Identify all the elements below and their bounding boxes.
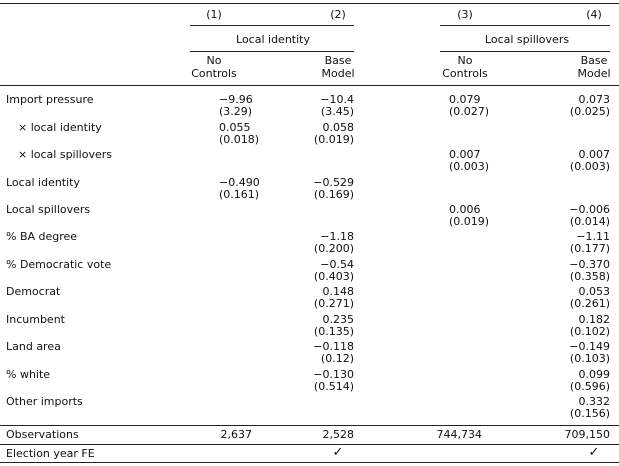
standard-error: (0.12) — [320, 352, 354, 365]
coefficient: −0.529 — [313, 176, 354, 189]
standard-error: (0.596) — [569, 380, 610, 393]
observations-label: Observations — [6, 428, 79, 441]
row-label: Import pressure — [6, 93, 94, 106]
observations-value: 2,528 — [322, 428, 355, 441]
fe-label: Election year FE — [6, 447, 95, 460]
coefficient: 0.079 — [449, 93, 481, 106]
column-number: (1) — [206, 8, 222, 21]
standard-error: (0.019) — [313, 133, 354, 146]
row-label: Incumbent — [6, 313, 65, 326]
standard-error: (0.003) — [569, 160, 610, 173]
coefficient: 0.007 — [578, 148, 611, 161]
subheader-line1: No — [457, 54, 473, 67]
standard-error: (0.102) — [569, 325, 610, 338]
standard-error: (0.169) — [313, 188, 354, 201]
subheader-line1: Base — [580, 54, 608, 67]
standard-error: (0.514) — [313, 380, 354, 393]
coefficient: −0.149 — [569, 340, 610, 353]
group-underline-left — [190, 51, 354, 52]
coefficient: −0.006 — [569, 203, 610, 216]
row-label: % BA degree — [6, 230, 78, 243]
fe-rule — [0, 444, 619, 445]
coefficient: −0.130 — [313, 368, 354, 381]
coefficient: 0.235 — [322, 313, 355, 326]
standard-error: (0.014) — [569, 215, 610, 228]
column-number: (3) — [457, 8, 473, 21]
subheader-line1: No — [206, 54, 222, 67]
group-label-local-spillovers: Local spillovers — [484, 33, 570, 46]
column-number: (4) — [586, 8, 602, 21]
row-label: Land area — [6, 340, 61, 353]
coefficient: −0.490 — [219, 176, 260, 189]
group-rule-left — [190, 25, 354, 26]
standard-error: (0.200) — [313, 242, 354, 255]
group-label-local-identity: Local identity — [236, 33, 310, 46]
fe-check: ✓ — [588, 445, 600, 460]
coefficient: 0.182 — [578, 313, 611, 326]
row-label: × local spillovers — [18, 148, 112, 161]
coefficient: 0.332 — [578, 395, 611, 408]
coefficient: −10.4 — [320, 93, 354, 106]
bottom-rule — [0, 462, 619, 463]
standard-error: (0.018) — [219, 133, 260, 146]
coefficient: −1.11 — [576, 230, 610, 243]
subheader-line2: Controls — [442, 67, 488, 80]
subheader-line2: Model — [577, 67, 611, 80]
coefficient: −9.96 — [219, 93, 253, 106]
coefficient: 0.148 — [322, 285, 355, 298]
coefficient: −1.18 — [320, 230, 354, 243]
row-label: Local spillovers — [6, 203, 91, 216]
observations-value: 709,150 — [564, 428, 611, 441]
standard-error: (0.027) — [449, 105, 490, 118]
obs-rule — [0, 425, 619, 426]
subheader-line1: Base — [324, 54, 352, 67]
group-rule-right — [440, 25, 610, 26]
observations-value: 2,637 — [220, 428, 253, 441]
coefficient: 0.073 — [578, 93, 611, 106]
standard-error: (0.135) — [313, 325, 354, 338]
row-label: % white — [6, 368, 51, 381]
group-underline-right — [440, 51, 610, 52]
standard-error: (0.161) — [219, 188, 260, 201]
header-rule — [0, 85, 619, 86]
column-number: (2) — [330, 8, 346, 21]
coefficient: −0.370 — [569, 258, 610, 271]
coefficient: 0.053 — [578, 285, 611, 298]
row-label: × local identity — [18, 121, 102, 134]
row-label: Local identity — [6, 176, 80, 189]
observations-value: 744,734 — [436, 428, 483, 441]
standard-error: (0.025) — [569, 105, 610, 118]
subheader-line2: Controls — [191, 67, 237, 80]
standard-error: (3.29) — [219, 105, 253, 118]
coefficient: −0.54 — [320, 258, 354, 271]
standard-error: (0.003) — [449, 160, 490, 173]
standard-error: (0.156) — [569, 407, 610, 420]
coefficient: 0.058 — [322, 121, 355, 134]
coefficient: 0.099 — [578, 368, 611, 381]
fe-check: ✓ — [332, 445, 344, 460]
standard-error: (3.45) — [320, 105, 354, 118]
coefficient: 0.006 — [449, 203, 481, 216]
standard-error: (0.261) — [569, 297, 610, 310]
top-rule — [0, 3, 619, 4]
standard-error: (0.019) — [449, 215, 490, 228]
standard-error: (0.403) — [313, 270, 354, 283]
standard-error: (0.358) — [569, 270, 610, 283]
subheader-line2: Model — [321, 67, 355, 80]
row-label: Other imports — [6, 395, 83, 408]
standard-error: (0.177) — [569, 242, 610, 255]
row-label: Democrat — [6, 285, 61, 298]
coefficient: −0.118 — [313, 340, 354, 353]
standard-error: (0.271) — [313, 297, 354, 310]
row-label: % Democratic vote — [6, 258, 112, 271]
standard-error: (0.103) — [569, 352, 610, 365]
coefficient: 0.055 — [219, 121, 251, 134]
coefficient: 0.007 — [449, 148, 481, 161]
